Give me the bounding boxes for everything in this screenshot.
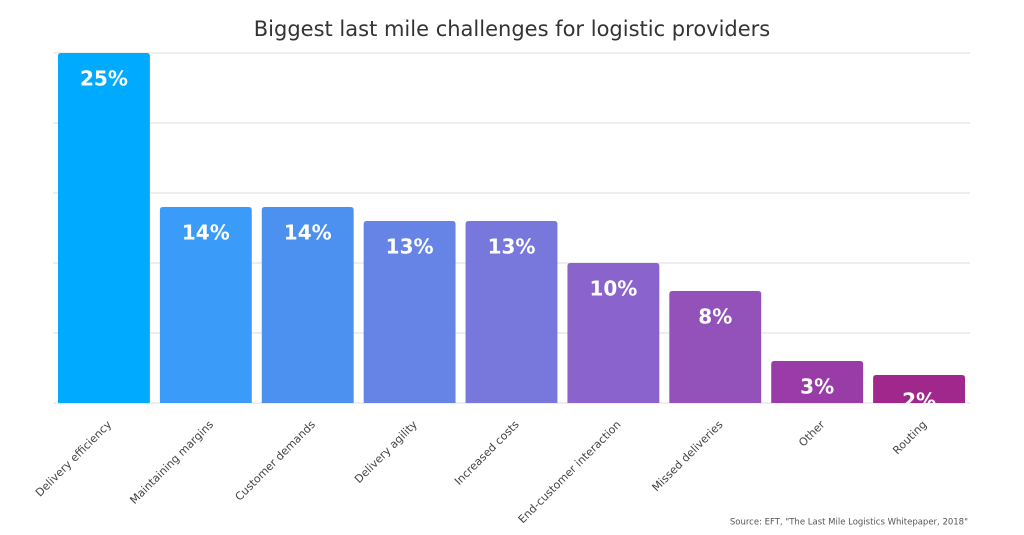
value-label: 13% [488, 235, 536, 259]
x-tick-label: Increased costs [452, 418, 522, 488]
x-tick-label: Maintaining margins [127, 418, 216, 507]
value-label: 8% [698, 305, 732, 329]
x-tick-label: Routing [890, 418, 929, 457]
source-note: Source: EFT, "The Last Mile Logistics Wh… [730, 518, 968, 528]
value-label: 14% [182, 221, 230, 245]
chart-title: Biggest last mile challenges for logisti… [254, 17, 771, 41]
x-tick-label: Delivery efficiency [33, 418, 115, 500]
value-label: 13% [386, 235, 434, 259]
value-label: 25% [80, 67, 128, 91]
value-label: 2% [902, 389, 936, 413]
x-tick-label: Delivery agility [352, 418, 420, 486]
bar [58, 53, 150, 403]
bar [363, 221, 456, 403]
value-label: 14% [284, 221, 332, 245]
value-label: 10% [589, 277, 637, 301]
bar [159, 207, 252, 403]
x-tick-label: Missed deliveries [650, 418, 726, 494]
bar [567, 263, 660, 403]
bar [465, 221, 558, 403]
bar [669, 291, 762, 403]
bar [261, 207, 354, 403]
x-tick-label: End-customer interaction [516, 418, 624, 526]
bar [873, 375, 965, 403]
value-label: 3% [800, 375, 834, 399]
x-tick-label: Other [796, 418, 828, 450]
bar [771, 361, 864, 403]
x-tick-label: Customer demands [233, 418, 319, 504]
